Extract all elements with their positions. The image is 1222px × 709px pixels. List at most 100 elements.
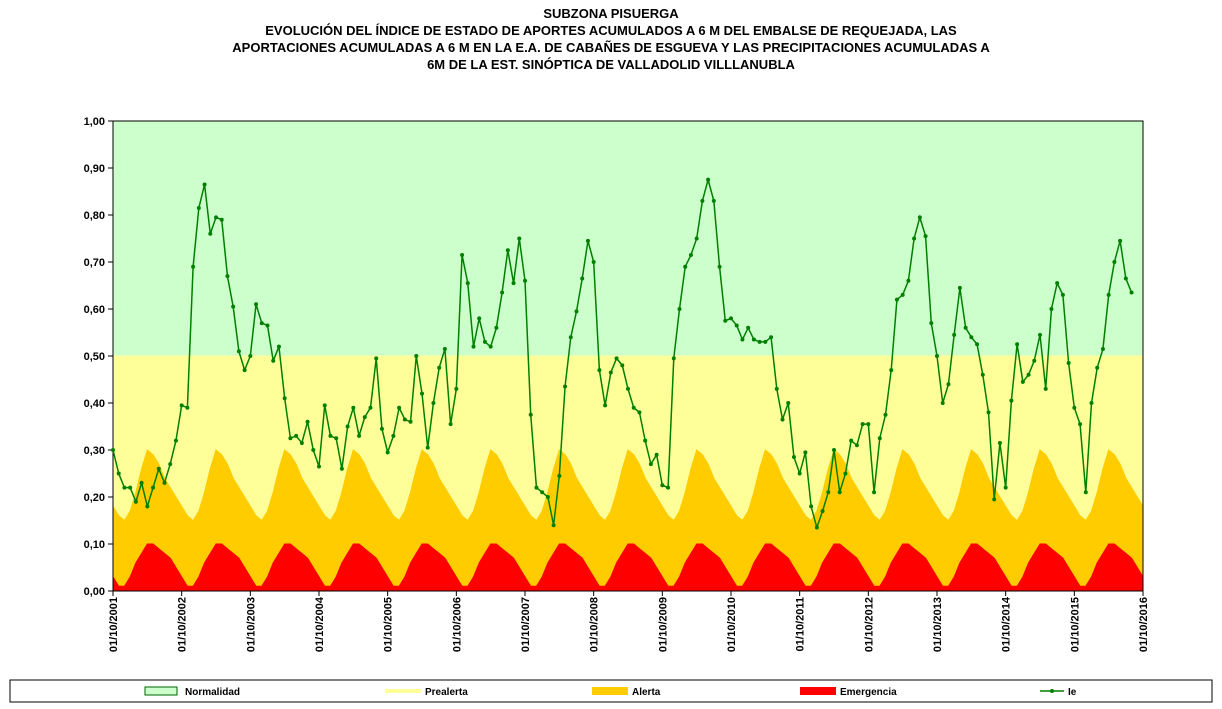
point (791, 455, 796, 460)
point (420, 391, 424, 396)
point (700, 198, 705, 203)
legend-swatch (385, 689, 421, 693)
point (1118, 238, 1123, 243)
point (631, 405, 636, 410)
point (671, 356, 676, 361)
point (254, 302, 259, 307)
y-tick-label: 0,60 (84, 304, 105, 316)
point (980, 372, 985, 377)
point (442, 346, 447, 351)
point (328, 433, 333, 438)
point (488, 344, 493, 349)
point (648, 462, 653, 467)
legend-swatch (800, 687, 836, 695)
legend-label: Emergencia (840, 687, 897, 698)
point (317, 464, 321, 469)
point (849, 438, 854, 443)
x-tick-label: 01/10/2003 (245, 597, 257, 652)
point (265, 323, 270, 328)
point (225, 274, 230, 279)
point (1123, 276, 1128, 281)
y-tick-label: 0,70 (84, 257, 105, 269)
point (460, 252, 465, 257)
point (803, 450, 808, 455)
point (1095, 365, 1100, 370)
y-tick-label: 0,40 (84, 398, 105, 410)
point (660, 483, 665, 488)
point (1032, 358, 1037, 363)
point (1003, 485, 1008, 490)
point (185, 405, 190, 410)
x-tick-label: 01/10/2005 (383, 597, 395, 652)
point (271, 358, 276, 363)
point (391, 433, 396, 438)
point (219, 217, 224, 222)
point (877, 436, 882, 441)
point (568, 335, 573, 340)
point (528, 412, 533, 417)
x-tick-label: 01/10/2007 (520, 597, 532, 652)
point (563, 384, 568, 389)
point (334, 436, 339, 441)
point (288, 436, 293, 441)
point (786, 401, 791, 405)
x-tick-label: 01/10/2002 (177, 597, 189, 652)
point (540, 490, 545, 495)
chart-title: APORTACIONES ACUMULADAS A 6 M EN LA E.A.… (232, 40, 990, 55)
point (500, 290, 505, 295)
point (162, 480, 167, 485)
point (494, 325, 499, 330)
point (843, 471, 848, 476)
point (202, 182, 207, 187)
x-tick-label: 01/10/2008 (589, 597, 601, 652)
point (923, 234, 928, 239)
point (957, 285, 962, 290)
point (580, 276, 585, 281)
point (614, 356, 619, 361)
point (929, 321, 934, 326)
y-tick-label: 1,00 (84, 116, 105, 128)
point (820, 509, 825, 514)
point (374, 356, 379, 361)
point (248, 354, 253, 358)
x-tick-label: 01/10/2010 (726, 597, 738, 652)
point (1055, 281, 1060, 286)
point (196, 205, 201, 210)
x-tick-label: 01/10/2009 (657, 597, 669, 652)
point (889, 368, 894, 373)
point (557, 473, 562, 478)
point (145, 504, 150, 509)
legend-marker (1050, 689, 1054, 693)
chart-title: SUBZONA PISUERGA (543, 6, 679, 21)
point (774, 386, 779, 391)
point (431, 401, 436, 405)
point (534, 485, 539, 490)
legend-label: Prealerta (425, 687, 468, 698)
point (179, 403, 184, 408)
point (986, 410, 991, 415)
point (357, 433, 362, 438)
point (900, 292, 905, 297)
point (214, 215, 218, 220)
point (402, 417, 407, 422)
point (173, 438, 178, 443)
point (139, 480, 144, 485)
point (603, 403, 608, 408)
point (1072, 405, 1077, 410)
area-edge (112, 543, 1144, 587)
point (723, 318, 728, 323)
point (1043, 386, 1048, 391)
point (339, 466, 344, 471)
point (282, 396, 287, 401)
area-fill (113, 544, 1143, 591)
point (1060, 292, 1065, 297)
y-tick-label: 0,80 (84, 210, 105, 222)
y-tick-label: 0,00 (84, 586, 105, 598)
legend-label: Normalidad (185, 687, 240, 698)
point (111, 448, 115, 452)
x-tick-label: 01/10/2016 (1138, 597, 1150, 652)
legend-swatch (592, 687, 628, 695)
point (666, 485, 671, 490)
